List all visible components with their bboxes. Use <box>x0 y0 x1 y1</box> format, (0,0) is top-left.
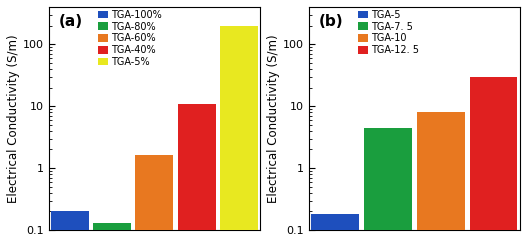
Bar <box>220 26 258 243</box>
Y-axis label: Electrical Conductivity (S/m): Electrical Conductivity (S/m) <box>7 34 20 203</box>
Text: (a): (a) <box>59 14 83 29</box>
Bar <box>417 112 465 243</box>
Bar <box>311 214 359 243</box>
Bar <box>93 223 131 243</box>
Y-axis label: Electrical Conductivity (S/m): Electrical Conductivity (S/m) <box>267 34 280 203</box>
Bar <box>178 104 216 243</box>
Legend: TGA-5, TGA-7. 5, TGA-10, TGA-12. 5: TGA-5, TGA-7. 5, TGA-10, TGA-12. 5 <box>356 8 421 57</box>
Bar <box>135 156 173 243</box>
Bar <box>470 77 518 243</box>
Legend: TGA-100%, TGA-80%, TGA-60%, TGA-40%, TGA-5%: TGA-100%, TGA-80%, TGA-60%, TGA-40%, TGA… <box>96 8 164 69</box>
Bar <box>364 128 412 243</box>
Text: (b): (b) <box>319 14 344 29</box>
Bar <box>51 211 89 243</box>
